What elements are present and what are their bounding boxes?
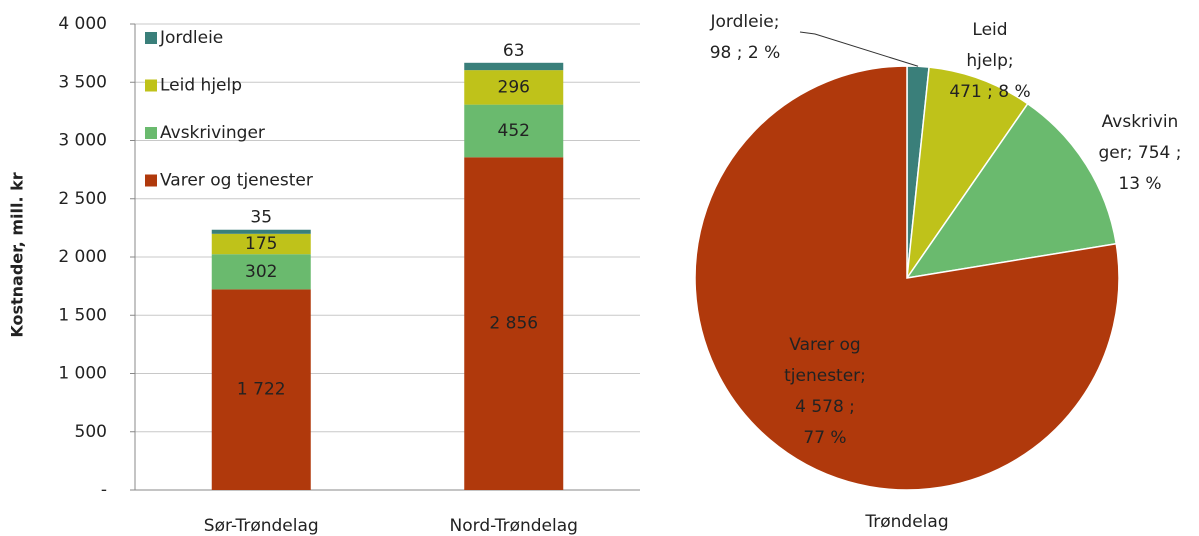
pie-title: Trøndelag	[864, 512, 948, 532]
bar-segment	[211, 229, 311, 234]
x-tick-label: Nord-Trøndelag	[450, 516, 578, 536]
slice-label: 13 %	[1118, 174, 1161, 194]
slice-label: Avskrivin	[1102, 112, 1179, 132]
y-tick-label: 500	[75, 422, 107, 442]
data-label: 2 856	[489, 314, 538, 334]
data-label: 35	[250, 208, 272, 228]
slice-label: 77 %	[803, 428, 846, 448]
data-label: 63	[503, 41, 525, 61]
y-axis-label: Kostnader, mill. kr	[8, 172, 27, 337]
legend-swatch	[145, 174, 157, 187]
slice-label: 471 ; 8 %	[949, 82, 1030, 102]
pie-slice	[694, 65, 1120, 491]
y-tick-label: 3 500	[58, 72, 107, 92]
slice-label: ger; 754 ;	[1099, 143, 1182, 163]
y-tick-label: 4 000	[58, 14, 107, 34]
y-tick-label: 1 500	[58, 305, 107, 325]
legend-label: Leid hjelp	[160, 76, 242, 96]
bar-segment	[211, 254, 311, 290]
legend-swatch	[145, 127, 157, 139]
pie-slice	[905, 102, 1118, 280]
legend-label: Varer og tjenester	[160, 171, 313, 191]
bar-segment	[211, 289, 311, 490]
data-label: 302	[245, 262, 277, 282]
bar-segment	[464, 70, 564, 105]
x-tick-label: Sør-Trøndelag	[204, 516, 319, 536]
slice-label: Jordleie;	[710, 12, 780, 32]
bar-segment	[211, 233, 311, 255]
bar-segment	[464, 157, 564, 490]
legend-label: Avskrivinger	[160, 123, 265, 143]
slice-label: Leid	[972, 20, 1007, 40]
legend-label: Jordleie	[159, 28, 223, 48]
data-label: 452	[498, 121, 530, 141]
y-tick-label: 2 500	[58, 189, 107, 209]
slice-label: 98 ; 2 %	[710, 43, 781, 63]
pie-slice	[906, 66, 1029, 279]
legend-swatch	[145, 79, 157, 92]
y-tick-label: -	[101, 480, 107, 500]
slice-label: hjelp;	[966, 51, 1013, 71]
slice-label: 4 578 ;	[795, 397, 855, 417]
slice-label: tjenester;	[784, 366, 866, 386]
data-label: 296	[498, 77, 530, 97]
leader-line	[799, 31, 919, 67]
data-label: 175	[245, 234, 277, 254]
y-tick-label: 1 000	[58, 364, 107, 384]
slice-label: Varer og	[789, 335, 860, 355]
y-tick-label: 2 000	[58, 247, 107, 267]
y-tick-label: 3 000	[58, 131, 107, 151]
bar-segment	[464, 104, 564, 158]
data-label: 1 722	[237, 380, 286, 400]
legend-swatch	[145, 32, 157, 44]
bar-segment	[464, 62, 564, 71]
